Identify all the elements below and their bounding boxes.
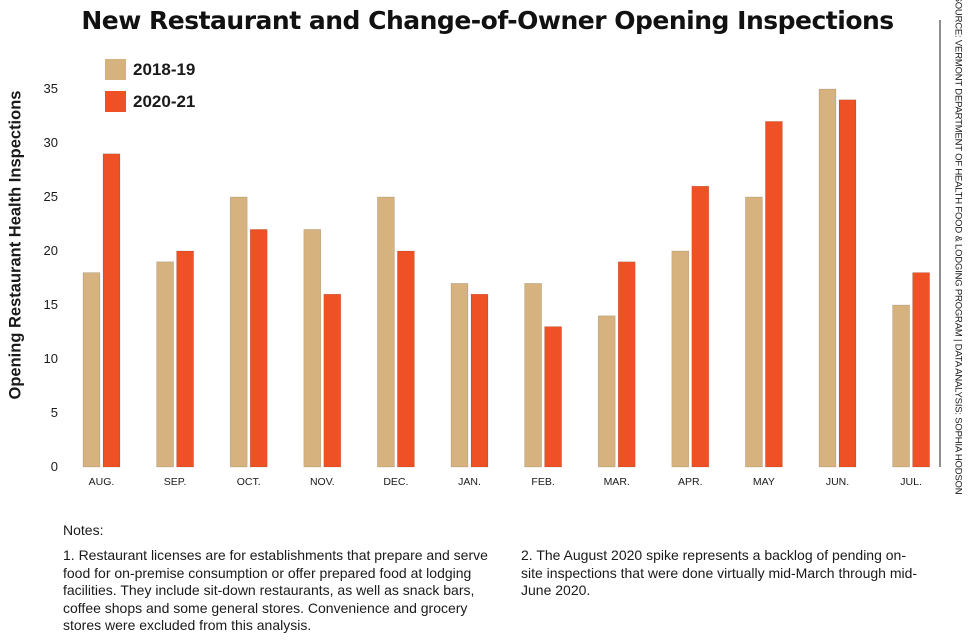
bar-2018-19-jul bbox=[892, 304, 910, 468]
x-tick-label-dec: DEC. bbox=[383, 476, 408, 488]
bar-chart: 0 5 10 15 20 25 30 35 AUG. SEP. OCT. NOV. DEC. JAN. FE… bbox=[44, 20, 941, 488]
y-tick-label-20: 20 bbox=[44, 243, 58, 258]
legend-item-2018-19: 2018-19 bbox=[105, 59, 195, 80]
x-tick-label-nov: NOV. bbox=[310, 476, 335, 488]
bar-2020-21-jan bbox=[470, 293, 489, 468]
legend-swatch-2018-19 bbox=[105, 59, 126, 80]
x-tick-label-sep: SEP. bbox=[164, 476, 187, 488]
x-tick-label-mar: MAR. bbox=[604, 476, 630, 488]
y-tick-label-10: 10 bbox=[44, 351, 58, 366]
x-tick-label-apr: APR. bbox=[678, 476, 703, 488]
bar-2020-21-aug bbox=[102, 153, 121, 468]
bar-2018-19-sep bbox=[156, 261, 174, 468]
x-tick-label-may: MAY bbox=[753, 476, 775, 488]
x-tick-label-feb: FEB. bbox=[531, 476, 554, 488]
chart-title: New Restaurant and Change-of-Owner Openi… bbox=[81, 6, 894, 35]
bar-2020-21-dec bbox=[397, 250, 415, 468]
bar-2020-21-jun bbox=[838, 99, 857, 468]
legend-label-2020-21: 2020-21 bbox=[133, 91, 196, 111]
bar-2020-21-sep bbox=[176, 250, 194, 468]
notes-heading: Notes: bbox=[63, 522, 104, 538]
bar-2018-19-apr bbox=[671, 250, 690, 468]
bar-2018-19-aug bbox=[82, 272, 101, 468]
bar-2018-19-feb bbox=[524, 283, 542, 468]
x-tick-label-aug: AUG. bbox=[89, 476, 115, 488]
bar-2020-21-jul bbox=[912, 272, 930, 468]
x-tick-label-jul: JUL. bbox=[900, 476, 922, 488]
y-tick-label-0: 0 bbox=[51, 459, 58, 474]
bar-2018-19-jan bbox=[450, 283, 469, 468]
bar-2020-21-feb bbox=[544, 326, 562, 468]
legend-swatch-2020-21 bbox=[105, 91, 126, 112]
bar-2020-21-may bbox=[765, 121, 783, 468]
bar-2018-19-oct bbox=[229, 196, 248, 468]
bar-2018-19-nov bbox=[303, 229, 322, 468]
bar-2020-21-oct bbox=[249, 229, 268, 468]
bar-2020-21-mar bbox=[617, 261, 636, 468]
bar-2018-19-dec bbox=[377, 196, 395, 468]
bar-2018-19-mar bbox=[597, 315, 616, 468]
x-tick-label-jan: JAN. bbox=[458, 476, 481, 488]
x-tick-label-oct: OCT. bbox=[237, 476, 261, 488]
bar-2020-21-apr bbox=[691, 185, 710, 468]
bar-2020-21-nov bbox=[323, 293, 342, 468]
y-tick-label-25: 25 bbox=[44, 189, 58, 204]
bar-2018-19-may bbox=[745, 196, 763, 468]
note-1: 1. Restaurant licenses are for establish… bbox=[63, 547, 488, 633]
legend-label-2018-19: 2018-19 bbox=[133, 59, 196, 79]
y-tick-label-15: 15 bbox=[44, 297, 58, 312]
y-tick-label-35: 35 bbox=[44, 81, 58, 96]
note-2: 2. The August 2020 spike represents a ba… bbox=[521, 547, 918, 598]
bar-2018-19-jun bbox=[818, 88, 837, 468]
y-tick-label-30: 30 bbox=[44, 135, 58, 150]
y-tick-label-5: 5 bbox=[51, 405, 58, 420]
legend-item-2020-21: 2020-21 bbox=[105, 91, 195, 112]
x-tick-label-jun: JUN. bbox=[826, 476, 849, 488]
